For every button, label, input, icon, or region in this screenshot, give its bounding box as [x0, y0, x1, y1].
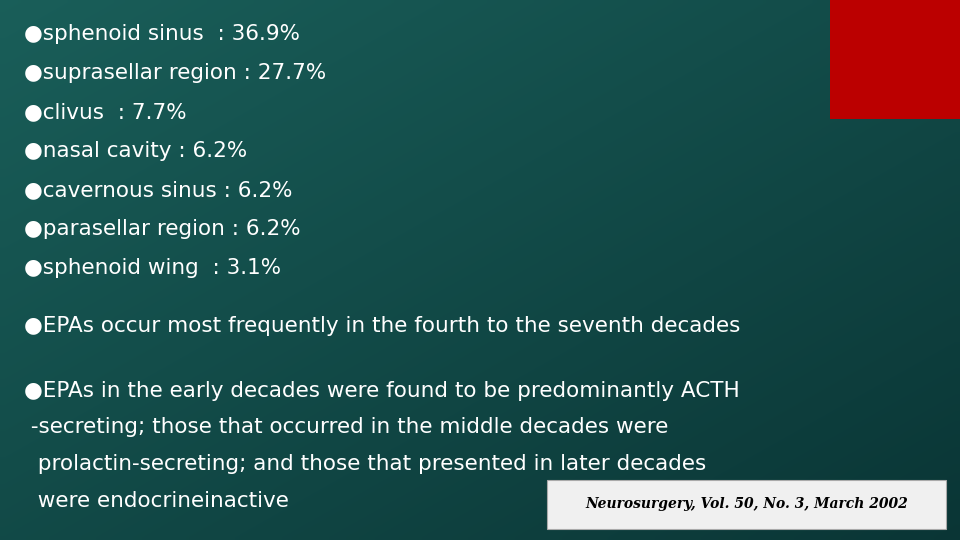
Text: prolactin-secreting; and those that presented in later decades: prolactin-secreting; and those that pres… — [24, 454, 707, 474]
FancyBboxPatch shape — [547, 480, 946, 529]
Bar — [830, 0, 960, 119]
Text: ●nasal cavity : 6.2%: ●nasal cavity : 6.2% — [24, 141, 248, 161]
Text: ●sphenoid sinus  : 36.9%: ●sphenoid sinus : 36.9% — [24, 24, 300, 44]
Text: Neurosurgery, Vol. 50, No. 3, March 2002: Neurosurgery, Vol. 50, No. 3, March 2002 — [586, 497, 908, 511]
Text: ●suprasellar region : 27.7%: ●suprasellar region : 27.7% — [24, 63, 326, 83]
Text: were endocrineinactive: were endocrineinactive — [24, 491, 289, 511]
Text: ●sphenoid wing  : 3.1%: ●sphenoid wing : 3.1% — [24, 258, 281, 278]
Text: ●EPAs in the early decades were found to be predominantly ACTH: ●EPAs in the early decades were found to… — [24, 381, 740, 401]
Text: ●cavernous sinus : 6.2%: ●cavernous sinus : 6.2% — [24, 180, 293, 200]
Text: ●EPAs occur most frequently in the fourth to the seventh decades: ●EPAs occur most frequently in the fourt… — [24, 316, 740, 336]
Text: ●clivus  : 7.7%: ●clivus : 7.7% — [24, 102, 186, 122]
Text: -secreting; those that occurred in the middle decades were: -secreting; those that occurred in the m… — [24, 417, 668, 437]
Text: ●parasellar region : 6.2%: ●parasellar region : 6.2% — [24, 219, 300, 239]
